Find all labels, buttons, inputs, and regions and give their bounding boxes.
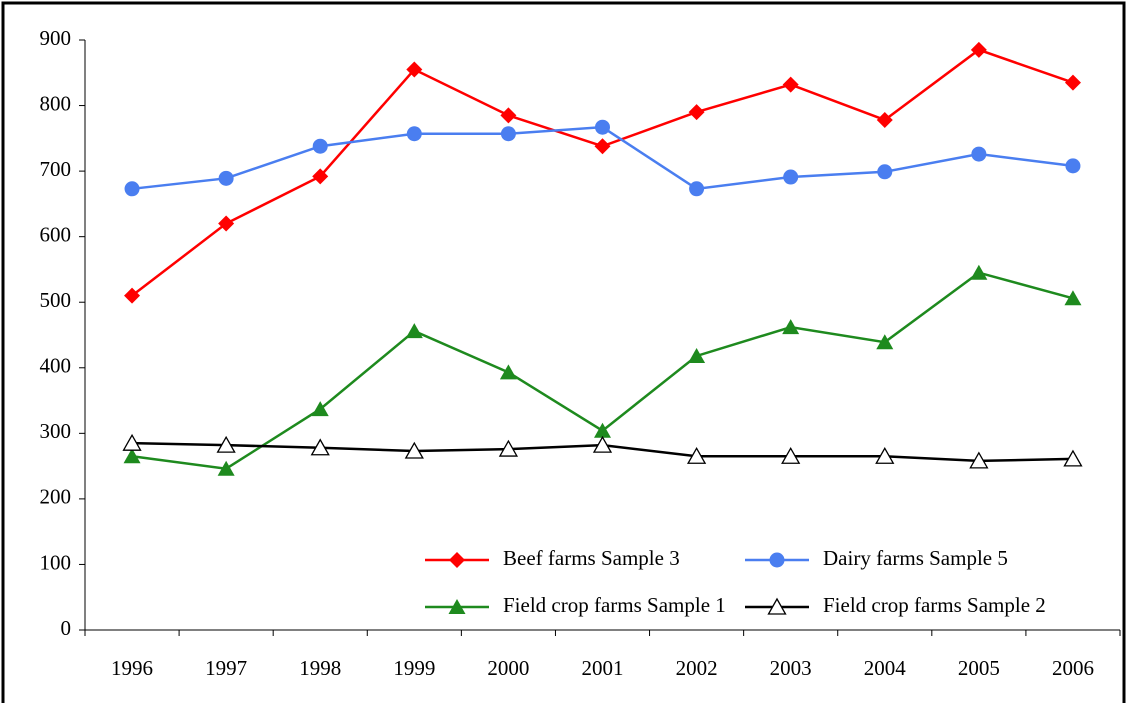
marker: [970, 264, 988, 280]
marker: [594, 422, 611, 438]
legend: Beef farms Sample 3 Dairy farms Sample 5 F…: [425, 546, 1046, 617]
marker: [406, 61, 423, 78]
marker: [500, 126, 516, 142]
marker: [310, 438, 330, 456]
legend-marker: [769, 552, 785, 568]
marker: [782, 76, 799, 93]
marker: [688, 347, 706, 363]
marker: [1064, 290, 1082, 306]
marker: [500, 107, 517, 124]
marker: [217, 460, 235, 476]
marker: [686, 446, 707, 464]
y-tick-label: 400: [40, 354, 72, 378]
marker: [783, 169, 799, 185]
marker: [499, 364, 517, 380]
x-tick-label: 1998: [299, 656, 341, 680]
marker: [311, 401, 329, 417]
marker: [969, 451, 989, 469]
x-tick-label: 2002: [676, 656, 718, 680]
y-tick-label: 100: [40, 550, 72, 574]
marker: [592, 435, 613, 453]
x-tick-label: 1999: [393, 656, 435, 680]
marker: [689, 181, 705, 197]
legend-label: Field crop farms Sample 2: [823, 593, 1046, 617]
marker: [498, 439, 519, 457]
marker: [312, 168, 329, 185]
marker: [312, 138, 328, 154]
legend-label: Beef farms Sample 3: [503, 546, 680, 570]
marker: [123, 448, 141, 464]
y-tick-label: 500: [40, 288, 72, 312]
legend-label: Field crop farms Sample 1: [503, 593, 726, 617]
y-tick-label: 600: [40, 222, 72, 246]
x-tick-label: 2006: [1052, 656, 1094, 680]
marker: [594, 138, 611, 155]
y-tick-label: 700: [40, 157, 72, 181]
marker: [781, 446, 801, 464]
marker: [876, 334, 894, 350]
x-tick-label: 1996: [111, 656, 153, 680]
marker: [124, 181, 140, 197]
y-tick-label: 0: [61, 616, 72, 640]
marker: [1064, 74, 1081, 91]
marker: [970, 41, 987, 58]
marker: [218, 215, 235, 232]
marker: [124, 287, 141, 304]
marker: [404, 441, 424, 459]
marker: [876, 111, 893, 128]
marker: [216, 435, 236, 453]
y-tick-label: 800: [40, 91, 72, 115]
marker: [405, 323, 423, 339]
y-tick-label: 300: [40, 419, 72, 443]
legend-marker: [767, 597, 787, 615]
legend-marker: [448, 599, 466, 614]
y-tick-label: 900: [40, 26, 72, 50]
marker: [406, 126, 422, 142]
marker: [875, 446, 895, 464]
marker: [688, 104, 705, 121]
legend-label: Dairy farms Sample 5: [823, 546, 1008, 570]
marker: [782, 319, 800, 335]
legend-marker: [449, 552, 465, 568]
y-tick-label: 200: [40, 485, 72, 509]
x-tick-label: 2003: [770, 656, 812, 680]
marker: [971, 146, 987, 162]
x-tick-label: 2005: [958, 656, 1000, 680]
series-line: [131, 125, 1074, 191]
marker: [877, 164, 893, 180]
x-tick-label: 1997: [205, 656, 247, 680]
marker: [122, 433, 142, 451]
marker: [1063, 449, 1083, 467]
marker: [595, 119, 610, 135]
x-tick-label: 2000: [487, 656, 529, 680]
marker: [218, 170, 234, 186]
series-line: [131, 48, 1074, 297]
marker: [1065, 158, 1081, 174]
x-tick-label: 2004: [864, 656, 907, 680]
x-tick-label: 2001: [582, 656, 624, 680]
